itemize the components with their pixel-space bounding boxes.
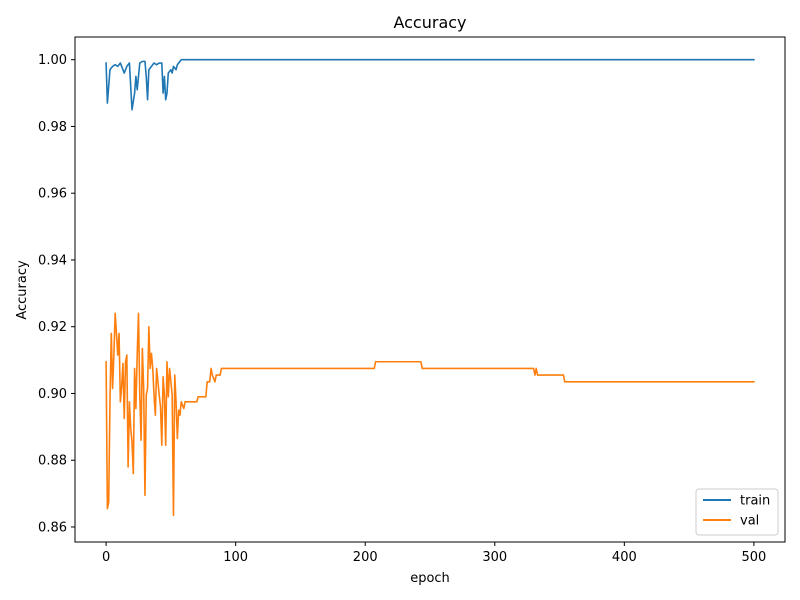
- y-axis: 0.86 0.88 0.90 0.92 0.94 0.96 0.98 1.00: [38, 53, 75, 535]
- chart-title: Accuracy: [393, 13, 466, 32]
- x-tick-label: 300: [482, 550, 507, 565]
- legend-label-val: val: [740, 514, 759, 529]
- x-tick-label: 500: [741, 550, 766, 565]
- y-tick-label: 0.90: [38, 387, 67, 402]
- plot-frame: [74, 36, 786, 543]
- series-line-val: [105, 312, 755, 517]
- x-axis-label: epoch: [410, 571, 450, 586]
- x-tick-label: 200: [353, 550, 378, 565]
- y-tick-label: 0.88: [38, 454, 67, 469]
- y-axis-label: Accuracy: [15, 260, 30, 320]
- y-tick-label: 0.92: [38, 320, 67, 335]
- x-axis: 0 100 200 300 400 500: [102, 542, 766, 565]
- y-tick-label: 0.94: [38, 253, 67, 268]
- x-tick-label: 0: [102, 550, 110, 565]
- y-tick-label: 0.96: [38, 187, 67, 202]
- legend-label-train: train: [740, 494, 770, 509]
- y-tick-label: 0.86: [38, 520, 67, 535]
- x-tick-label: 400: [612, 550, 637, 565]
- series-line-train: [105, 58, 755, 111]
- legend: train val: [695, 488, 779, 536]
- y-tick-label: 0.98: [38, 120, 67, 135]
- series-layer: [105, 58, 755, 517]
- x-tick-label: 100: [223, 550, 248, 565]
- y-tick-label: 1.00: [38, 53, 67, 68]
